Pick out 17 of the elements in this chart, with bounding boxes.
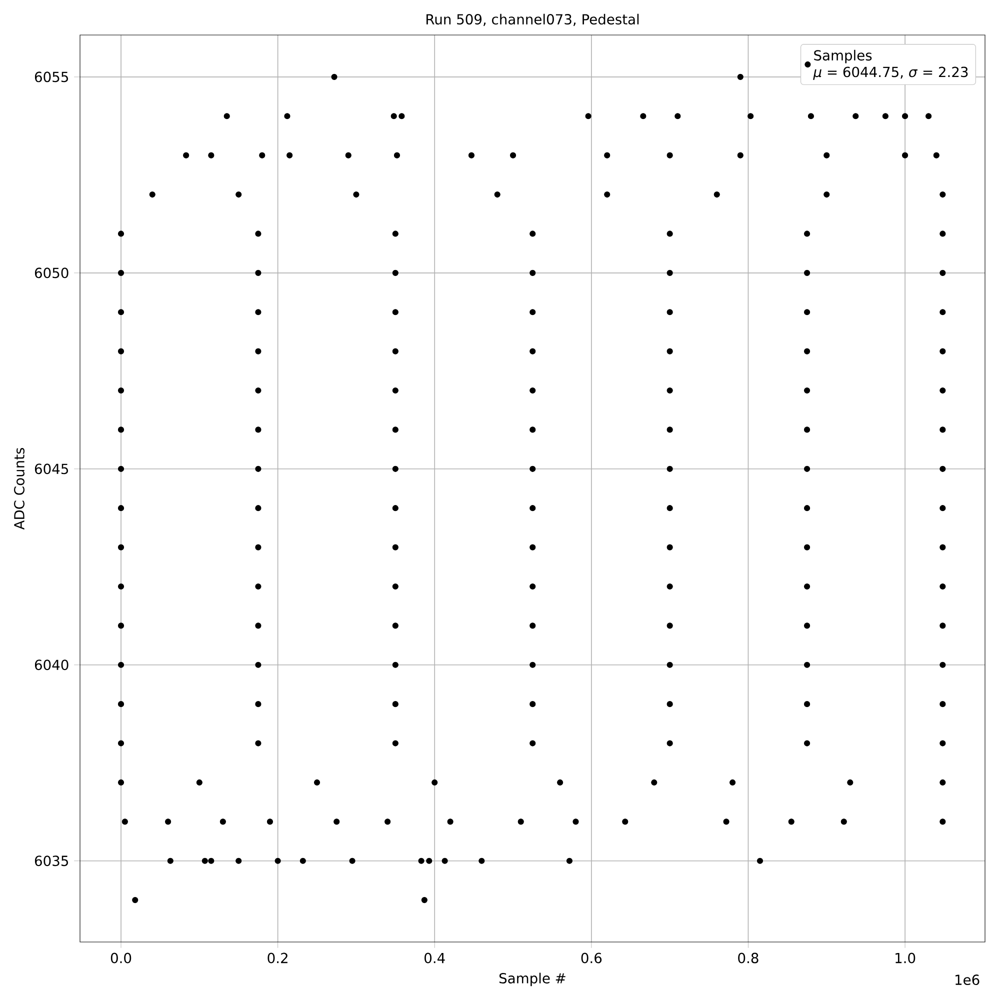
x-tick-label: 1.0 xyxy=(896,952,916,964)
y-tick-label: 6040 xyxy=(34,660,68,670)
y-tick-label: 6045 xyxy=(34,464,68,474)
y-axis-title: ADC Counts xyxy=(14,448,24,530)
x-tick-label: 0.0 xyxy=(110,952,132,964)
text: 1e6 xyxy=(956,974,980,986)
x-tick-label: 0.8 xyxy=(738,952,758,964)
annotation: μ = 6044.75, σ = 2.23 xyxy=(813,66,968,80)
chart-title: Run 509, channel073, Pedestal xyxy=(426,14,639,26)
y-tick-label: 6035 xyxy=(34,856,68,866)
y-tick-label: 6055 xyxy=(34,72,68,82)
x-tick-label: 0.2 xyxy=(268,952,288,964)
x-tick-label: 0.6 xyxy=(581,952,602,964)
x-tick-label: 0.4 xyxy=(424,952,445,964)
y-tick-label: 6050 xyxy=(34,268,68,278)
legend-label: Samples xyxy=(814,50,872,64)
x-axis-title: Sample # xyxy=(499,972,566,986)
